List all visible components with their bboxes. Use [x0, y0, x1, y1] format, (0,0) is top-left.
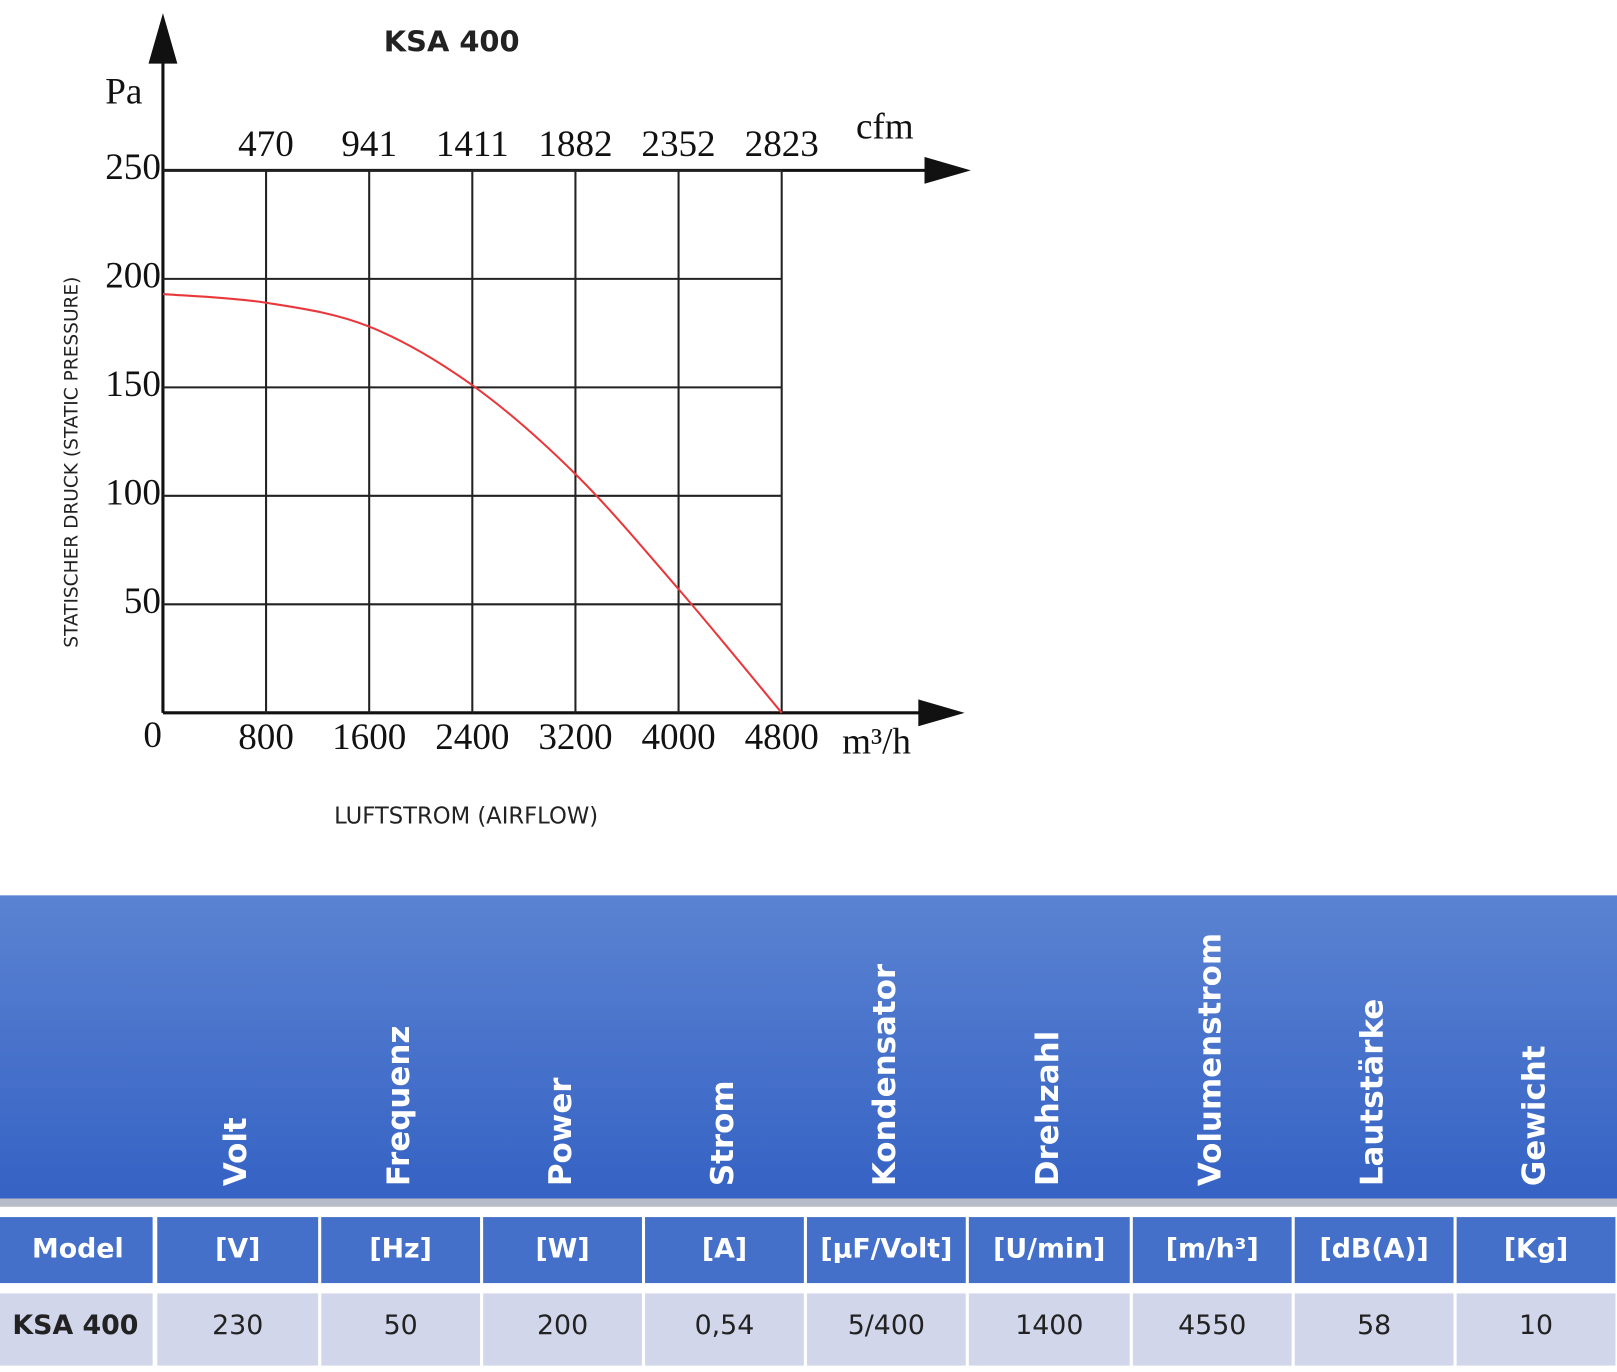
unit-cell — [0, 1217, 153, 1284]
y-tick-label: 150 — [105, 364, 161, 405]
table-header-bg — [0, 895, 1617, 1199]
x-tick-label: 4800 — [745, 717, 819, 758]
y-tick-label: 0 — [143, 715, 162, 756]
column-header: Gewicht — [1517, 1045, 1553, 1186]
cell-value: 5/400 — [848, 1310, 925, 1341]
unit-label: [A] — [702, 1234, 747, 1265]
unit-cell — [1294, 1217, 1454, 1284]
header-divider — [0, 1198, 1617, 1207]
x2-tick-label: 941 — [341, 124, 397, 165]
cell-value: 230 — [212, 1310, 263, 1341]
data-cell — [321, 1293, 481, 1366]
x2-tick-label: 2823 — [745, 124, 819, 165]
x-axis-label: LUFTSTROM (AIRFLOW) — [334, 803, 598, 829]
x-tick-label: 800 — [238, 717, 294, 758]
x2-tick-label: 470 — [238, 124, 294, 165]
unit-label: Model — [32, 1234, 124, 1265]
column-header: Kondensator — [867, 963, 903, 1186]
y-tick-label: 200 — [105, 255, 161, 296]
y-tick-label: 50 — [124, 581, 161, 622]
cell-value: KSA 400 — [12, 1310, 138, 1341]
y-unit: Pa — [105, 72, 142, 113]
cell-value: 0,54 — [695, 1310, 755, 1341]
unit-cell — [645, 1217, 804, 1284]
data-cell — [1456, 1293, 1616, 1366]
column-header: Power — [543, 1077, 579, 1186]
cell-value: 10 — [1519, 1310, 1553, 1341]
unit-cell — [806, 1217, 966, 1284]
unit-cell — [483, 1217, 642, 1284]
data-cell — [1294, 1293, 1454, 1366]
column-header: Drehzahl — [1030, 1031, 1066, 1186]
unit-cell — [1132, 1217, 1292, 1284]
x2-tick-label: 1882 — [538, 124, 612, 165]
y-axis-label: STATISCHER DRUCK (STATIC PRESSURE) — [62, 277, 83, 648]
column-header: Volumenstrom — [1193, 933, 1229, 1186]
unit-cell — [321, 1217, 481, 1284]
column-header: Lautstärke — [1355, 999, 1391, 1186]
data-cell — [157, 1293, 319, 1366]
unit-cell — [157, 1217, 319, 1284]
unit-label: [dB(A)] — [1319, 1234, 1428, 1265]
column-header: Volt — [218, 1117, 254, 1186]
unit-label: [W] — [536, 1234, 590, 1265]
chart-title: KSA 400 — [384, 25, 520, 59]
y-tick-label: 100 — [105, 472, 161, 513]
x-tick-label: 1600 — [332, 717, 406, 758]
data-cell — [645, 1293, 804, 1366]
cell-value: 58 — [1357, 1310, 1391, 1341]
x-tick-label: 2400 — [435, 717, 509, 758]
cell-value: 200 — [537, 1310, 588, 1341]
unit-label: [m/h³] — [1166, 1234, 1259, 1265]
unit-label: [µF/Volt] — [820, 1234, 952, 1265]
x-unit: m³/h — [842, 721, 911, 762]
data-cell — [806, 1293, 966, 1366]
unit-label: [Kg] — [1504, 1234, 1568, 1265]
cell-value: 4550 — [1178, 1310, 1246, 1341]
unit-cell — [1456, 1217, 1616, 1284]
x2-unit: cfm — [856, 107, 914, 148]
unit-label: [U/min] — [993, 1234, 1105, 1265]
x-tick-label: 3200 — [538, 717, 612, 758]
unit-label: [Hz] — [369, 1234, 432, 1265]
x2-tick-label: 2352 — [641, 124, 715, 165]
x-tick-label: 4000 — [641, 717, 715, 758]
cell-value: 50 — [384, 1310, 418, 1341]
unit-label: [V] — [215, 1234, 260, 1265]
y-tick-label: 250 — [105, 147, 161, 188]
curve — [162, 293, 783, 714]
y-axis — [148, 13, 178, 713]
unit-cell — [968, 1217, 1130, 1284]
data-cell — [483, 1293, 642, 1366]
x-axis — [162, 699, 965, 727]
x2-tick-label: 1411 — [436, 124, 509, 165]
column-header: Strom — [705, 1080, 741, 1186]
data-cell — [1132, 1293, 1292, 1366]
data-cell — [968, 1293, 1130, 1366]
column-header: Frequenz — [381, 1026, 417, 1187]
data-cell — [0, 1293, 153, 1366]
cell-value: 1400 — [1015, 1310, 1083, 1341]
